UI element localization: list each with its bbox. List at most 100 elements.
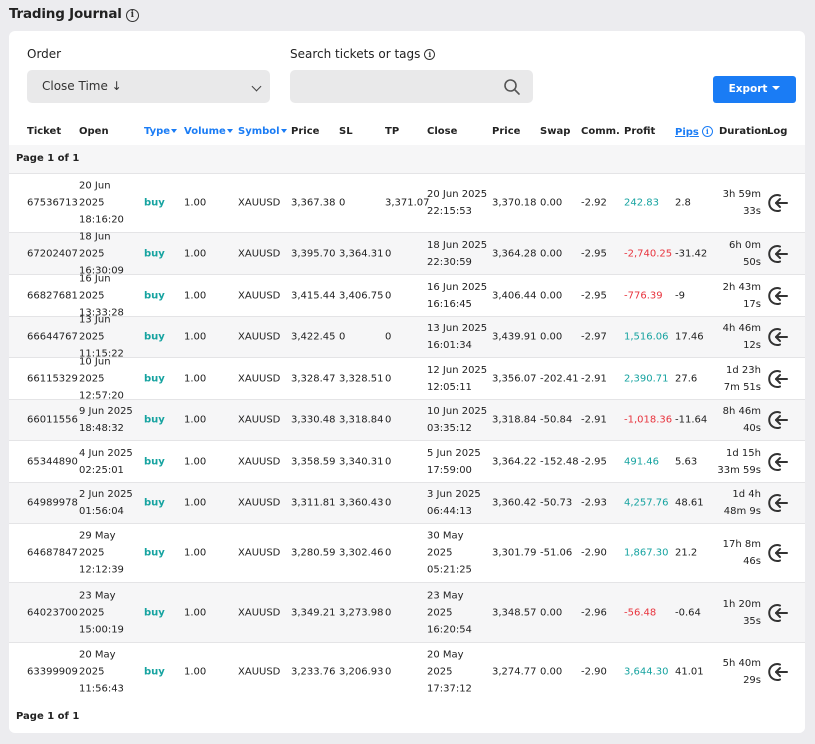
log-icon[interactable] <box>767 243 789 265</box>
cell-symbol: XAUUSD <box>238 547 281 559</box>
table-row[interactable]: 67202407 18 Jun 2025 16:30:09 buy 1.00 XAUUS… <box>9 231 805 276</box>
log-icon[interactable] <box>767 492 789 514</box>
cell-symbol: XAUUSD <box>238 290 281 301</box>
col-log: Log <box>767 126 788 137</box>
cell-ticket: 65344890 <box>27 456 78 467</box>
table-row[interactable]: 64023700 23 May 2025 15:00:19 buy 1.00 XAUUS… <box>9 582 805 642</box>
table-row[interactable]: 67536713 20 Jun 2025 18:16:20 buy 1.00 XAUUS… <box>9 173 805 232</box>
cell-close-price: 3,356.07 <box>492 373 537 384</box>
cell-swap: -50.73 <box>540 497 573 509</box>
cell-symbol: XAUUSD <box>238 414 281 426</box>
cell-open: 4 Jun 2025 02:25:01 <box>79 447 133 476</box>
table-row[interactable]: 66644767 13 Jun 2025 11:15:22 buy 1.00 XAUUS… <box>9 315 805 360</box>
export-label: Export <box>728 83 768 95</box>
cell-comm: -2.92 <box>581 197 607 209</box>
cell-swap: 0.00 <box>540 290 563 301</box>
log-icon[interactable] <box>767 192 789 214</box>
order-select-value: Close Time ↓ <box>42 79 122 93</box>
table-row[interactable]: 66115329 10 Jun 2025 12:57:20 buy 1.00 XAUUS… <box>9 356 805 401</box>
col-open: Open <box>79 126 109 137</box>
cell-profit: 491.46 <box>624 456 659 467</box>
cell-duration: 5h 40m 29s <box>722 658 761 686</box>
col-ticket: Ticket <box>27 126 62 137</box>
cell-profit: 242.83 <box>624 197 659 209</box>
log-icon[interactable] <box>767 661 789 683</box>
search-label-text: Search tickets or tags <box>290 47 421 61</box>
cell-price: 3,330.48 <box>291 414 336 426</box>
cell-tp: 0 <box>385 497 392 509</box>
search-info-icon[interactable]: i <box>424 49 436 60</box>
cell-symbol: XAUUSD <box>238 607 281 618</box>
cell-comm: -2.95 <box>581 290 607 301</box>
cell-profit: 3,644.30 <box>624 666 669 678</box>
cell-tp: 0 <box>385 331 392 343</box>
cell-swap: -202.41 <box>540 373 579 384</box>
cell-close-price: 3,364.28 <box>492 248 537 259</box>
log-icon[interactable] <box>767 326 789 348</box>
cell-type: buy <box>144 373 165 384</box>
cell-tp: 3,371.07 <box>385 197 430 209</box>
cell-price: 3,395.70 <box>291 248 336 259</box>
cell-profit: 4,257.76 <box>624 497 669 509</box>
cell-duration: 3h 59m 33s <box>722 189 761 217</box>
cell-ticket: 66827681 <box>27 290 78 301</box>
cell-open: 13 Jun 2025 11:15:22 <box>79 314 124 360</box>
cell-volume: 1.00 <box>184 290 207 301</box>
cell-close: 20 May 2025 17:37:12 <box>427 649 472 695</box>
log-icon[interactable] <box>767 285 789 307</box>
log-icon[interactable] <box>767 368 789 390</box>
cell-open: 10 Jun 2025 12:57:20 <box>79 356 124 401</box>
cell-sl: 3,364.31 <box>339 248 384 259</box>
cell-comm: -2.95 <box>581 248 607 259</box>
col-pips[interactable]: Pips i <box>675 126 713 138</box>
cell-price: 3,358.59 <box>291 456 336 467</box>
cell-ticket: 67536713 <box>27 197 78 209</box>
cell-close: 16 Jun 2025 16:16:45 <box>427 281 488 310</box>
col-type[interactable]: Type <box>144 126 178 137</box>
search-input[interactable] <box>290 70 533 103</box>
cell-sl: 3,360.43 <box>339 497 384 509</box>
cell-type: buy <box>144 607 165 618</box>
table-row[interactable]: 64687847 29 May 2025 12:12:39 buy 1.00 XAUUS… <box>9 523 805 582</box>
table-row[interactable]: 66011556 9 Jun 2025 18:48:32 buy 1.00 XAUUSD… <box>9 399 805 440</box>
cell-pips: 41.01 <box>675 666 704 678</box>
search-icon[interactable] <box>503 78 521 96</box>
cell-pips: -9 <box>675 290 685 301</box>
export-button[interactable]: Export <box>713 76 796 103</box>
table-row[interactable]: 64989978 2 Jun 2025 01:56:04 buy 1.00 XAUUSD… <box>9 482 805 523</box>
cell-price: 3,233.76 <box>291 666 336 678</box>
order-select[interactable]: Close Time ↓ <box>27 70 270 103</box>
cell-volume: 1.00 <box>184 607 207 618</box>
cell-type: buy <box>144 547 165 559</box>
col-tp: TP <box>385 126 400 137</box>
cell-price: 3,349.21 <box>291 607 336 618</box>
col-symbol[interactable]: Symbol <box>238 126 287 137</box>
cell-volume: 1.00 <box>184 373 207 384</box>
info-icon[interactable]: i <box>125 9 139 22</box>
log-icon[interactable] <box>767 451 789 473</box>
col-type-label: Type <box>144 126 171 137</box>
log-icon[interactable] <box>767 602 789 624</box>
table-row[interactable]: 65344890 4 Jun 2025 02:25:01 buy 1.00 XAUUSD… <box>9 440 805 482</box>
chevron-down-icon <box>251 81 262 92</box>
col-sl: SL <box>339 126 353 137</box>
col-symbol-label: Symbol <box>238 126 280 137</box>
cell-type: buy <box>144 666 165 678</box>
table-row[interactable]: 63399909 20 May 2025 11:56:43 buy 1.00 XAUUS… <box>9 642 805 701</box>
cell-symbol: XAUUSD <box>238 497 281 509</box>
cell-type: buy <box>144 197 165 209</box>
table-row[interactable]: 66827681 16 Jun 2025 13:33:28 buy 1.00 XAUUS… <box>9 273 805 318</box>
cell-sl: 3,302.46 <box>339 547 384 559</box>
pips-info-icon[interactable]: i <box>701 126 713 137</box>
cell-symbol: XAUUSD <box>238 331 281 343</box>
cell-volume: 1.00 <box>184 197 207 209</box>
cell-volume: 1.00 <box>184 331 207 343</box>
sort-icon <box>280 129 287 133</box>
cell-swap: -51.06 <box>540 547 573 559</box>
log-icon[interactable] <box>767 409 789 431</box>
cell-close-price: 3,274.77 <box>492 666 537 678</box>
log-icon[interactable] <box>767 542 789 564</box>
cell-volume: 1.00 <box>184 248 207 259</box>
cell-duration: 2h 43m 17s <box>722 281 761 310</box>
col-volume[interactable]: Volume <box>184 126 233 137</box>
